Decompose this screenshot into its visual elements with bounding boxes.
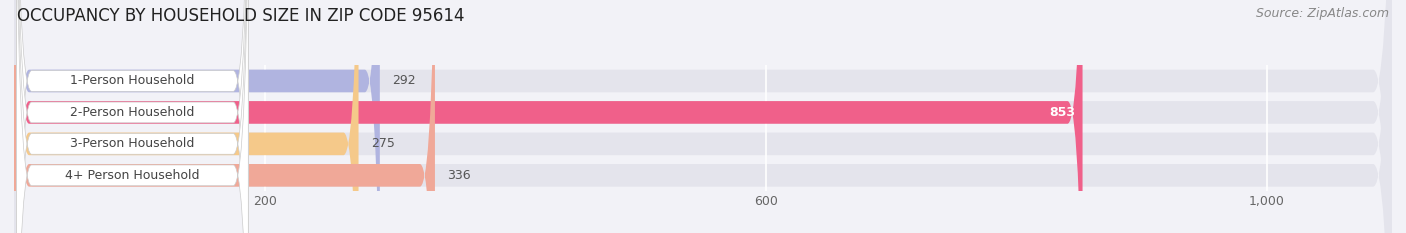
Text: 4+ Person Household: 4+ Person Household bbox=[65, 169, 200, 182]
Text: 2-Person Household: 2-Person Household bbox=[70, 106, 194, 119]
Text: 336: 336 bbox=[447, 169, 471, 182]
FancyBboxPatch shape bbox=[14, 0, 380, 233]
Text: Source: ZipAtlas.com: Source: ZipAtlas.com bbox=[1256, 7, 1389, 20]
FancyBboxPatch shape bbox=[14, 0, 1083, 233]
Text: 275: 275 bbox=[371, 137, 395, 150]
FancyBboxPatch shape bbox=[14, 0, 1392, 233]
Text: 1-Person Household: 1-Person Household bbox=[70, 75, 194, 87]
FancyBboxPatch shape bbox=[17, 0, 249, 233]
Text: 853: 853 bbox=[1049, 106, 1076, 119]
FancyBboxPatch shape bbox=[17, 0, 249, 233]
FancyBboxPatch shape bbox=[17, 0, 249, 233]
FancyBboxPatch shape bbox=[17, 0, 249, 233]
FancyBboxPatch shape bbox=[14, 0, 1392, 233]
Text: OCCUPANCY BY HOUSEHOLD SIZE IN ZIP CODE 95614: OCCUPANCY BY HOUSEHOLD SIZE IN ZIP CODE … bbox=[17, 7, 464, 25]
FancyBboxPatch shape bbox=[14, 0, 434, 233]
Text: 3-Person Household: 3-Person Household bbox=[70, 137, 194, 150]
FancyBboxPatch shape bbox=[14, 0, 1392, 233]
FancyBboxPatch shape bbox=[14, 0, 1392, 233]
Text: 292: 292 bbox=[392, 75, 416, 87]
FancyBboxPatch shape bbox=[14, 0, 359, 233]
